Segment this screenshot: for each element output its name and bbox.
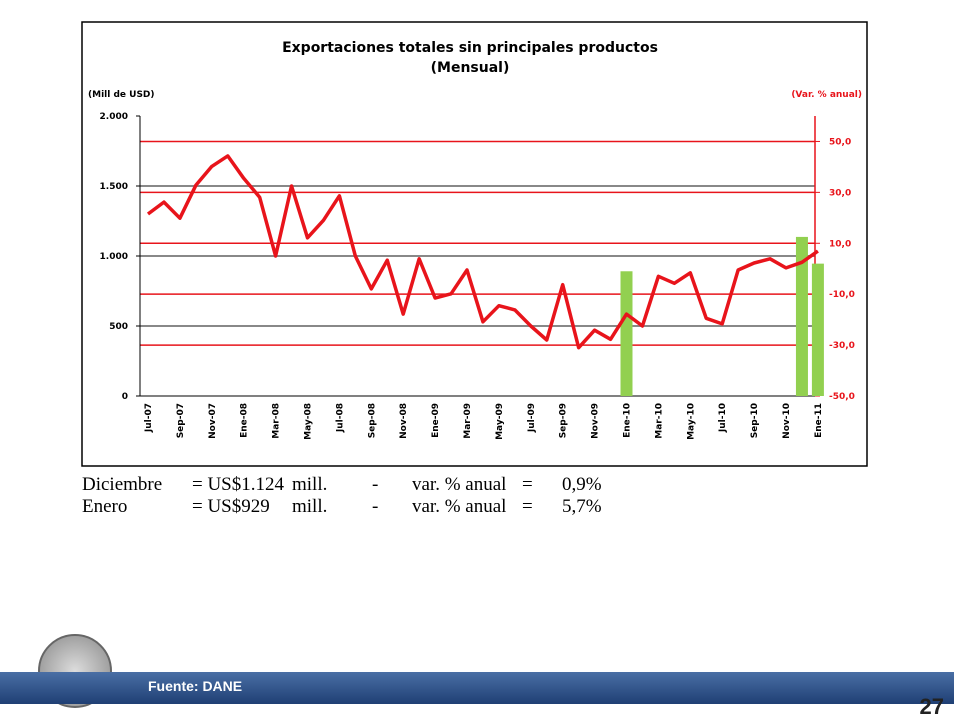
note-cell: var. % anual <box>412 474 507 495</box>
y2-tick-label: 30,0 <box>829 188 851 198</box>
note-cell: var. % anual <box>412 496 507 517</box>
note-cell: mill. <box>292 496 328 517</box>
bar <box>811 263 824 396</box>
x-tick-label: May-10 <box>686 403 696 440</box>
y-tick-label: 500 <box>109 322 128 332</box>
x-tick-label: Nov-08 <box>399 403 409 439</box>
note-cell: Diciembre <box>82 474 163 495</box>
x-tick-label: Jul-09 <box>527 403 537 433</box>
x-tick-label: Ene-09 <box>431 403 441 438</box>
note-cell: mill. <box>292 474 328 495</box>
bar <box>620 271 633 396</box>
x-tick-label: Mar-10 <box>654 403 664 439</box>
y2-tick-label: -30,0 <box>829 341 855 351</box>
x-tick-label: May-09 <box>495 403 505 440</box>
x-tick-label: Nov-07 <box>208 403 218 439</box>
y-tick-label: 0 <box>122 392 128 402</box>
chart-title: Exportaciones totales sin principales pr… <box>282 40 658 56</box>
bar <box>795 236 808 396</box>
x-tick-label: Ene-08 <box>240 403 250 438</box>
note-cell: 5,7% <box>562 496 602 517</box>
x-tick-label: Ene-11 <box>814 403 824 438</box>
y-tick-label: 1.000 <box>100 252 128 262</box>
note-cell: - <box>372 474 379 495</box>
y-tick-label: 2.000 <box>100 112 128 122</box>
note-cell: - <box>372 496 379 517</box>
note-cell: Enero <box>82 496 128 517</box>
note-cell: = <box>522 496 533 517</box>
x-tick-label: Nov-09 <box>591 403 601 439</box>
chart-subtitle: (Mensual) <box>431 60 510 76</box>
y2-tick-label: -10,0 <box>829 290 855 300</box>
x-tick-label: Jul-10 <box>718 403 728 433</box>
y2-axis-label: (Var. % anual) <box>791 90 862 100</box>
x-tick-label: Sep-08 <box>367 403 377 438</box>
note-cell: = <box>522 474 533 495</box>
y2-tick-label: -50,0 <box>829 392 855 402</box>
x-tick-label: Jul-07 <box>144 403 154 433</box>
source: Fuente: DANE <box>148 678 243 694</box>
x-tick-label: May-08 <box>304 403 314 440</box>
x-tick-label: Sep-10 <box>750 403 760 438</box>
note-cell: = US$929 <box>192 496 270 517</box>
y-axis-label: (Mill de USD) <box>88 90 155 100</box>
x-tick-label: Mar-08 <box>272 403 282 439</box>
footer-bar <box>0 672 954 704</box>
x-tick-label: Sep-09 <box>559 403 569 438</box>
page-number: 27 <box>919 694 944 719</box>
note-cell: = US$1.124 <box>192 474 285 495</box>
x-tick-label: Nov-10 <box>782 403 792 439</box>
x-tick-label: Mar-09 <box>463 403 473 439</box>
x-tick-label: Sep-07 <box>176 403 186 438</box>
x-tick-label: Ene-10 <box>623 403 633 438</box>
y-tick-label: 1.500 <box>100 182 128 192</box>
y2-tick-label: 50,0 <box>829 137 851 147</box>
note-cell: 0,9% <box>562 474 602 495</box>
line <box>146 154 819 350</box>
y2-tick-label: 10,0 <box>829 239 851 249</box>
x-tick-label: Jul-08 <box>335 403 345 433</box>
